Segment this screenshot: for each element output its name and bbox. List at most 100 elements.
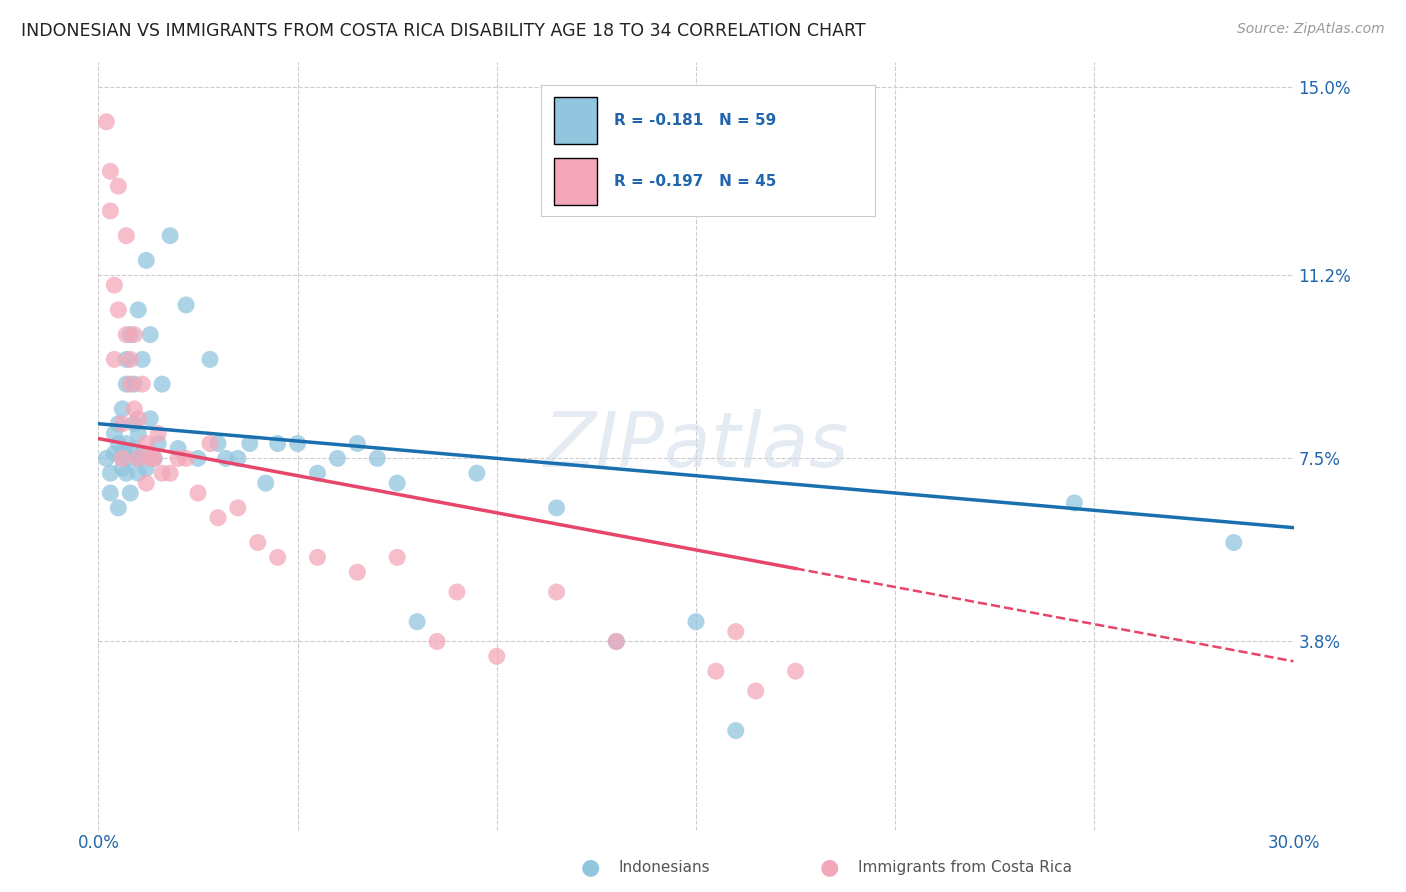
Point: [226, 500, 249, 515]
Point: [346, 436, 368, 450]
Point: [131, 446, 153, 460]
Point: [131, 377, 153, 392]
Point: [103, 426, 125, 441]
Point: [226, 451, 249, 466]
Point: [120, 327, 142, 342]
Point: [98, 486, 122, 500]
Point: [148, 426, 170, 441]
Point: [385, 550, 409, 565]
Point: [546, 500, 568, 515]
Point: [115, 467, 138, 481]
Point: [107, 436, 129, 450]
Point: [605, 634, 627, 648]
Point: [127, 451, 149, 466]
Point: [150, 467, 173, 481]
Point: [98, 467, 122, 481]
Point: [198, 436, 221, 450]
Point: [267, 436, 290, 450]
Point: [115, 228, 138, 243]
Point: [465, 467, 488, 481]
Point: [127, 467, 149, 481]
Point: [107, 302, 129, 317]
Point: [1223, 535, 1246, 549]
Point: [124, 401, 146, 416]
Point: [207, 436, 229, 450]
Point: [124, 327, 146, 342]
Point: [207, 510, 229, 524]
Point: [724, 723, 747, 738]
Point: [98, 203, 122, 218]
Point: [307, 467, 329, 481]
Point: [124, 417, 146, 431]
Text: Indonesians: Indonesians: [619, 860, 710, 874]
Point: [485, 649, 508, 664]
Point: [704, 664, 727, 678]
Point: [406, 615, 429, 629]
Point: [346, 565, 368, 579]
Point: [111, 451, 134, 466]
Point: [131, 352, 153, 367]
Point: [287, 436, 309, 450]
Point: [724, 624, 747, 639]
Point: [167, 451, 190, 466]
Point: [366, 451, 388, 466]
Point: [120, 486, 142, 500]
Point: [111, 417, 134, 431]
Point: [127, 451, 149, 466]
Text: ●: ●: [820, 857, 839, 877]
Point: [135, 461, 157, 475]
Point: [127, 302, 149, 317]
Point: [1063, 496, 1085, 510]
Point: [385, 476, 409, 491]
Point: [159, 228, 181, 243]
Point: [187, 486, 209, 500]
Point: [785, 664, 807, 678]
Point: [307, 550, 329, 565]
Point: [546, 585, 568, 599]
Point: [239, 436, 262, 450]
Point: [685, 615, 707, 629]
Point: [103, 446, 125, 460]
Point: [120, 377, 142, 392]
Point: [103, 278, 125, 293]
Point: [426, 634, 449, 648]
Point: [246, 535, 269, 549]
Point: [198, 352, 221, 367]
Point: [135, 436, 157, 450]
Point: [107, 500, 129, 515]
Point: [139, 411, 162, 425]
Point: [120, 451, 142, 466]
Text: Immigrants from Costa Rica: Immigrants from Costa Rica: [858, 860, 1071, 874]
Point: [127, 426, 149, 441]
Point: [159, 467, 181, 481]
Point: [111, 461, 134, 475]
Point: [111, 446, 134, 460]
Point: [745, 684, 768, 698]
Point: [150, 377, 173, 392]
Text: INDONESIAN VS IMMIGRANTS FROM COSTA RICA DISABILITY AGE 18 TO 34 CORRELATION CHA: INDONESIAN VS IMMIGRANTS FROM COSTA RICA…: [21, 22, 866, 40]
Point: [215, 451, 238, 466]
Point: [96, 451, 118, 466]
Point: [120, 352, 142, 367]
Point: [135, 253, 157, 268]
Point: [111, 401, 134, 416]
Point: [605, 634, 627, 648]
Point: [98, 164, 122, 178]
Point: [115, 377, 138, 392]
Point: [135, 476, 157, 491]
Text: ●: ●: [581, 857, 600, 877]
Point: [174, 451, 197, 466]
Point: [139, 327, 162, 342]
Point: [115, 436, 138, 450]
Point: [96, 115, 118, 129]
Point: [148, 436, 170, 450]
Point: [174, 298, 197, 312]
Point: [326, 451, 349, 466]
Point: [446, 585, 468, 599]
Point: [107, 179, 129, 194]
Point: [107, 417, 129, 431]
Point: [139, 451, 162, 466]
Point: [124, 442, 146, 456]
Point: [267, 550, 290, 565]
Point: [115, 327, 138, 342]
